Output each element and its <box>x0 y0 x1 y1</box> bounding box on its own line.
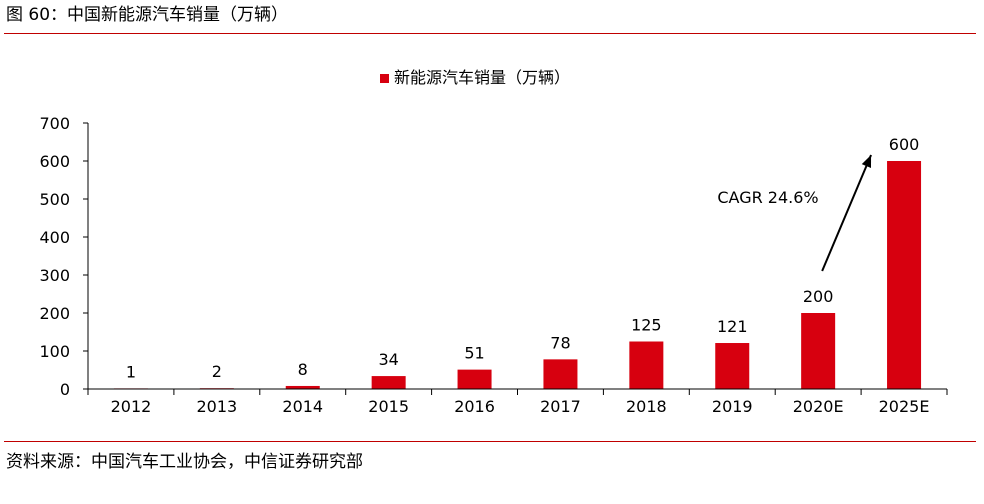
source-note: 资料来源：中国汽车工业协会，中信证券研究部 <box>6 452 363 472</box>
x-tick-label: 2014 <box>282 397 323 416</box>
bar <box>887 161 922 389</box>
cagr-arrow-head <box>861 155 872 168</box>
bar <box>543 359 578 389</box>
bar <box>285 385 320 389</box>
annotations: CAGR 24.6% <box>717 154 872 272</box>
data-label: 2 <box>212 362 222 381</box>
y-tick-label: 0 <box>60 380 70 399</box>
data-label: 51 <box>464 344 484 363</box>
x-tick-label: 2013 <box>196 397 237 416</box>
data-label: 125 <box>631 316 662 335</box>
bar <box>715 343 750 389</box>
x-tick-label: 2015 <box>368 397 409 416</box>
x-tick-label: 2018 <box>626 397 667 416</box>
legend-swatch <box>380 74 389 83</box>
x-tick-label: 2020E <box>793 397 844 416</box>
x-tick-label: 2019 <box>712 397 753 416</box>
bar <box>801 313 836 389</box>
top-divider <box>4 33 976 34</box>
x-tick-label: 2017 <box>540 397 581 416</box>
data-label: 121 <box>717 317 748 336</box>
data-label: 600 <box>889 135 920 154</box>
y-tick-label: 500 <box>39 190 70 209</box>
data-labels: 1 2 8 34 51 78 125 121 200 600 <box>126 135 919 382</box>
legend-label: 新能源汽车销量（万辆） <box>394 68 570 87</box>
data-label: 8 <box>298 360 308 379</box>
y-tick-label: 700 <box>39 114 70 133</box>
y-tick-label: 400 <box>39 228 70 247</box>
x-tick-label: 2016 <box>454 397 495 416</box>
cagr-annotation: CAGR 24.6% <box>717 188 818 207</box>
data-label: 1 <box>126 363 136 382</box>
data-label: 78 <box>550 333 570 352</box>
bar <box>457 369 492 389</box>
data-label: 34 <box>378 350 398 369</box>
y-tick-label: 200 <box>39 304 70 323</box>
y-tick-label: 300 <box>39 266 70 285</box>
bar <box>371 376 406 389</box>
figure-title: 图 60：中国新能源汽车销量（万辆） <box>6 5 289 25</box>
axes: 0 100 200 300 400 500 600 700 2012 2013 2014 2015 20… <box>39 114 948 416</box>
y-tick-label: 100 <box>39 342 70 361</box>
x-tick-label: 2012 <box>111 397 152 416</box>
cagr-arrow-line <box>821 154 872 272</box>
legend: 新能源汽车销量（万辆） <box>380 68 570 87</box>
bar-series <box>113 161 922 389</box>
x-tick-label: 2025E <box>879 397 930 416</box>
bar <box>629 341 664 389</box>
bottom-divider <box>4 441 976 442</box>
data-label: 200 <box>803 287 834 306</box>
y-tick-label: 600 <box>39 152 70 171</box>
